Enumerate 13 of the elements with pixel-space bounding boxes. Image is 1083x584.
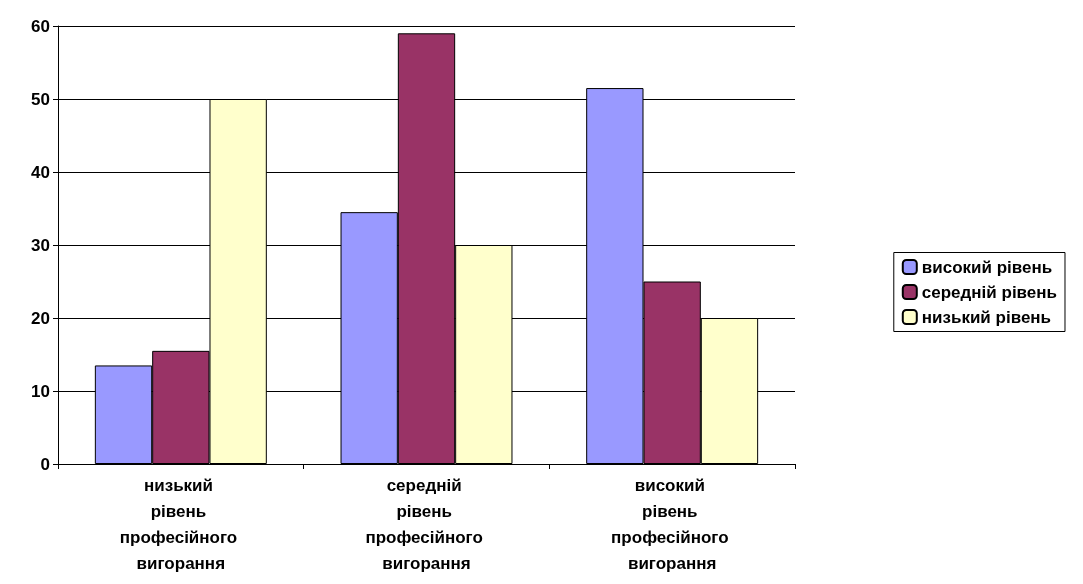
y-tick-label: 50	[31, 89, 50, 109]
legend-label: низький рівень	[921, 307, 1052, 327]
y-tick-label: 0	[40, 454, 50, 474]
y-tick-label: 60	[31, 16, 50, 36]
y-tick-label: 30	[31, 235, 50, 255]
legend-label: високий рівень	[921, 257, 1053, 277]
legend-label: середній рівень	[921, 282, 1058, 302]
x-tick-label: низький рівень професійного вигорання	[119, 475, 242, 573]
y-tick-label: 20	[31, 308, 50, 328]
x-tick-label: високий рівень професійного вигорання	[611, 475, 734, 573]
x-tick-label: середній рівень професійного вигорання	[365, 475, 488, 573]
y-tick-label: 40	[31, 162, 50, 182]
y-tick-label: 10	[31, 381, 50, 401]
